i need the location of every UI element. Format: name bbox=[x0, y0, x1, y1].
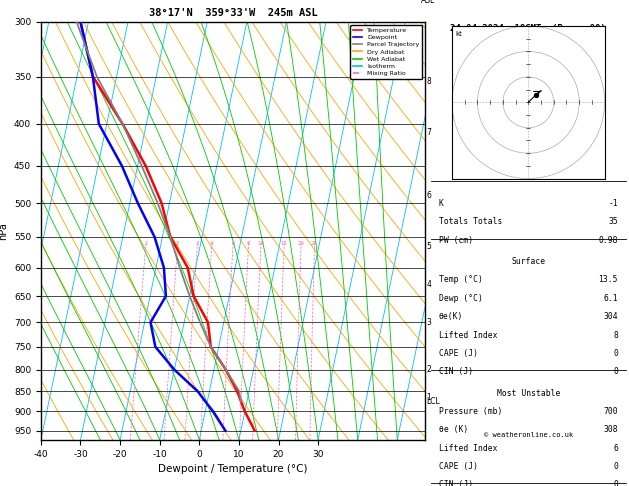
Text: 7: 7 bbox=[426, 128, 431, 137]
Text: 4: 4 bbox=[426, 280, 431, 290]
Text: 5: 5 bbox=[426, 242, 431, 251]
Text: θe(K): θe(K) bbox=[438, 312, 463, 321]
Text: 3: 3 bbox=[426, 318, 431, 327]
Text: 2: 2 bbox=[175, 242, 179, 246]
Text: CIN (J): CIN (J) bbox=[438, 481, 473, 486]
Text: 25: 25 bbox=[311, 242, 318, 246]
Text: 0: 0 bbox=[613, 462, 618, 471]
Text: 35: 35 bbox=[608, 217, 618, 226]
Text: 10: 10 bbox=[257, 242, 264, 246]
Text: Surface: Surface bbox=[511, 257, 545, 266]
Text: 0: 0 bbox=[613, 367, 618, 376]
Text: 3: 3 bbox=[196, 242, 199, 246]
Text: 6: 6 bbox=[613, 444, 618, 452]
Text: 308: 308 bbox=[603, 425, 618, 434]
Text: 700: 700 bbox=[603, 407, 618, 416]
Text: Lifted Index: Lifted Index bbox=[438, 444, 497, 452]
Text: PW (cm): PW (cm) bbox=[438, 236, 473, 245]
Text: Temp (°C): Temp (°C) bbox=[438, 276, 482, 284]
Text: 2: 2 bbox=[426, 365, 431, 374]
Text: Dewp (°C): Dewp (°C) bbox=[438, 294, 482, 303]
Text: © weatheronline.co.uk: © weatheronline.co.uk bbox=[484, 432, 573, 438]
Legend: Temperature, Dewpoint, Parcel Trajectory, Dry Adiabat, Wet Adiabat, Isotherm, Mi: Temperature, Dewpoint, Parcel Trajectory… bbox=[350, 25, 422, 79]
Text: -1: -1 bbox=[608, 199, 618, 208]
Text: CAPE (J): CAPE (J) bbox=[438, 462, 477, 471]
Text: 1: 1 bbox=[144, 242, 147, 246]
Text: 1: 1 bbox=[426, 393, 431, 402]
Text: 24.04.2024  18GMT  (Base: 00): 24.04.2024 18GMT (Base: 00) bbox=[450, 24, 606, 33]
Text: Pressure (mb): Pressure (mb) bbox=[438, 407, 502, 416]
Text: 8: 8 bbox=[247, 242, 250, 246]
Text: 0: 0 bbox=[613, 349, 618, 358]
Text: CIN (J): CIN (J) bbox=[438, 367, 473, 376]
Text: Most Unstable: Most Unstable bbox=[497, 388, 560, 398]
Text: 6.1: 6.1 bbox=[603, 294, 618, 303]
Text: 38°17'N  359°33'W  245m ASL: 38°17'N 359°33'W 245m ASL bbox=[148, 8, 318, 17]
Text: 15: 15 bbox=[281, 242, 287, 246]
Text: 8: 8 bbox=[426, 77, 431, 86]
Text: Totals Totals: Totals Totals bbox=[438, 217, 502, 226]
Text: θe (K): θe (K) bbox=[438, 425, 468, 434]
Text: km
ASL: km ASL bbox=[421, 0, 435, 5]
Text: CAPE (J): CAPE (J) bbox=[438, 349, 477, 358]
Y-axis label: hPa: hPa bbox=[0, 222, 8, 240]
Text: 0: 0 bbox=[613, 481, 618, 486]
X-axis label: Dewpoint / Temperature (°C): Dewpoint / Temperature (°C) bbox=[159, 464, 308, 474]
Text: 4: 4 bbox=[210, 242, 213, 246]
Text: 304: 304 bbox=[603, 312, 618, 321]
Text: 8: 8 bbox=[613, 330, 618, 340]
Text: 13.5: 13.5 bbox=[599, 276, 618, 284]
Text: K: K bbox=[438, 199, 443, 208]
Text: LCL: LCL bbox=[426, 397, 440, 406]
Text: 20: 20 bbox=[298, 242, 304, 246]
Text: 6: 6 bbox=[426, 191, 431, 200]
Text: 6: 6 bbox=[231, 242, 235, 246]
Text: 0.98: 0.98 bbox=[599, 236, 618, 245]
Text: Lifted Index: Lifted Index bbox=[438, 330, 497, 340]
